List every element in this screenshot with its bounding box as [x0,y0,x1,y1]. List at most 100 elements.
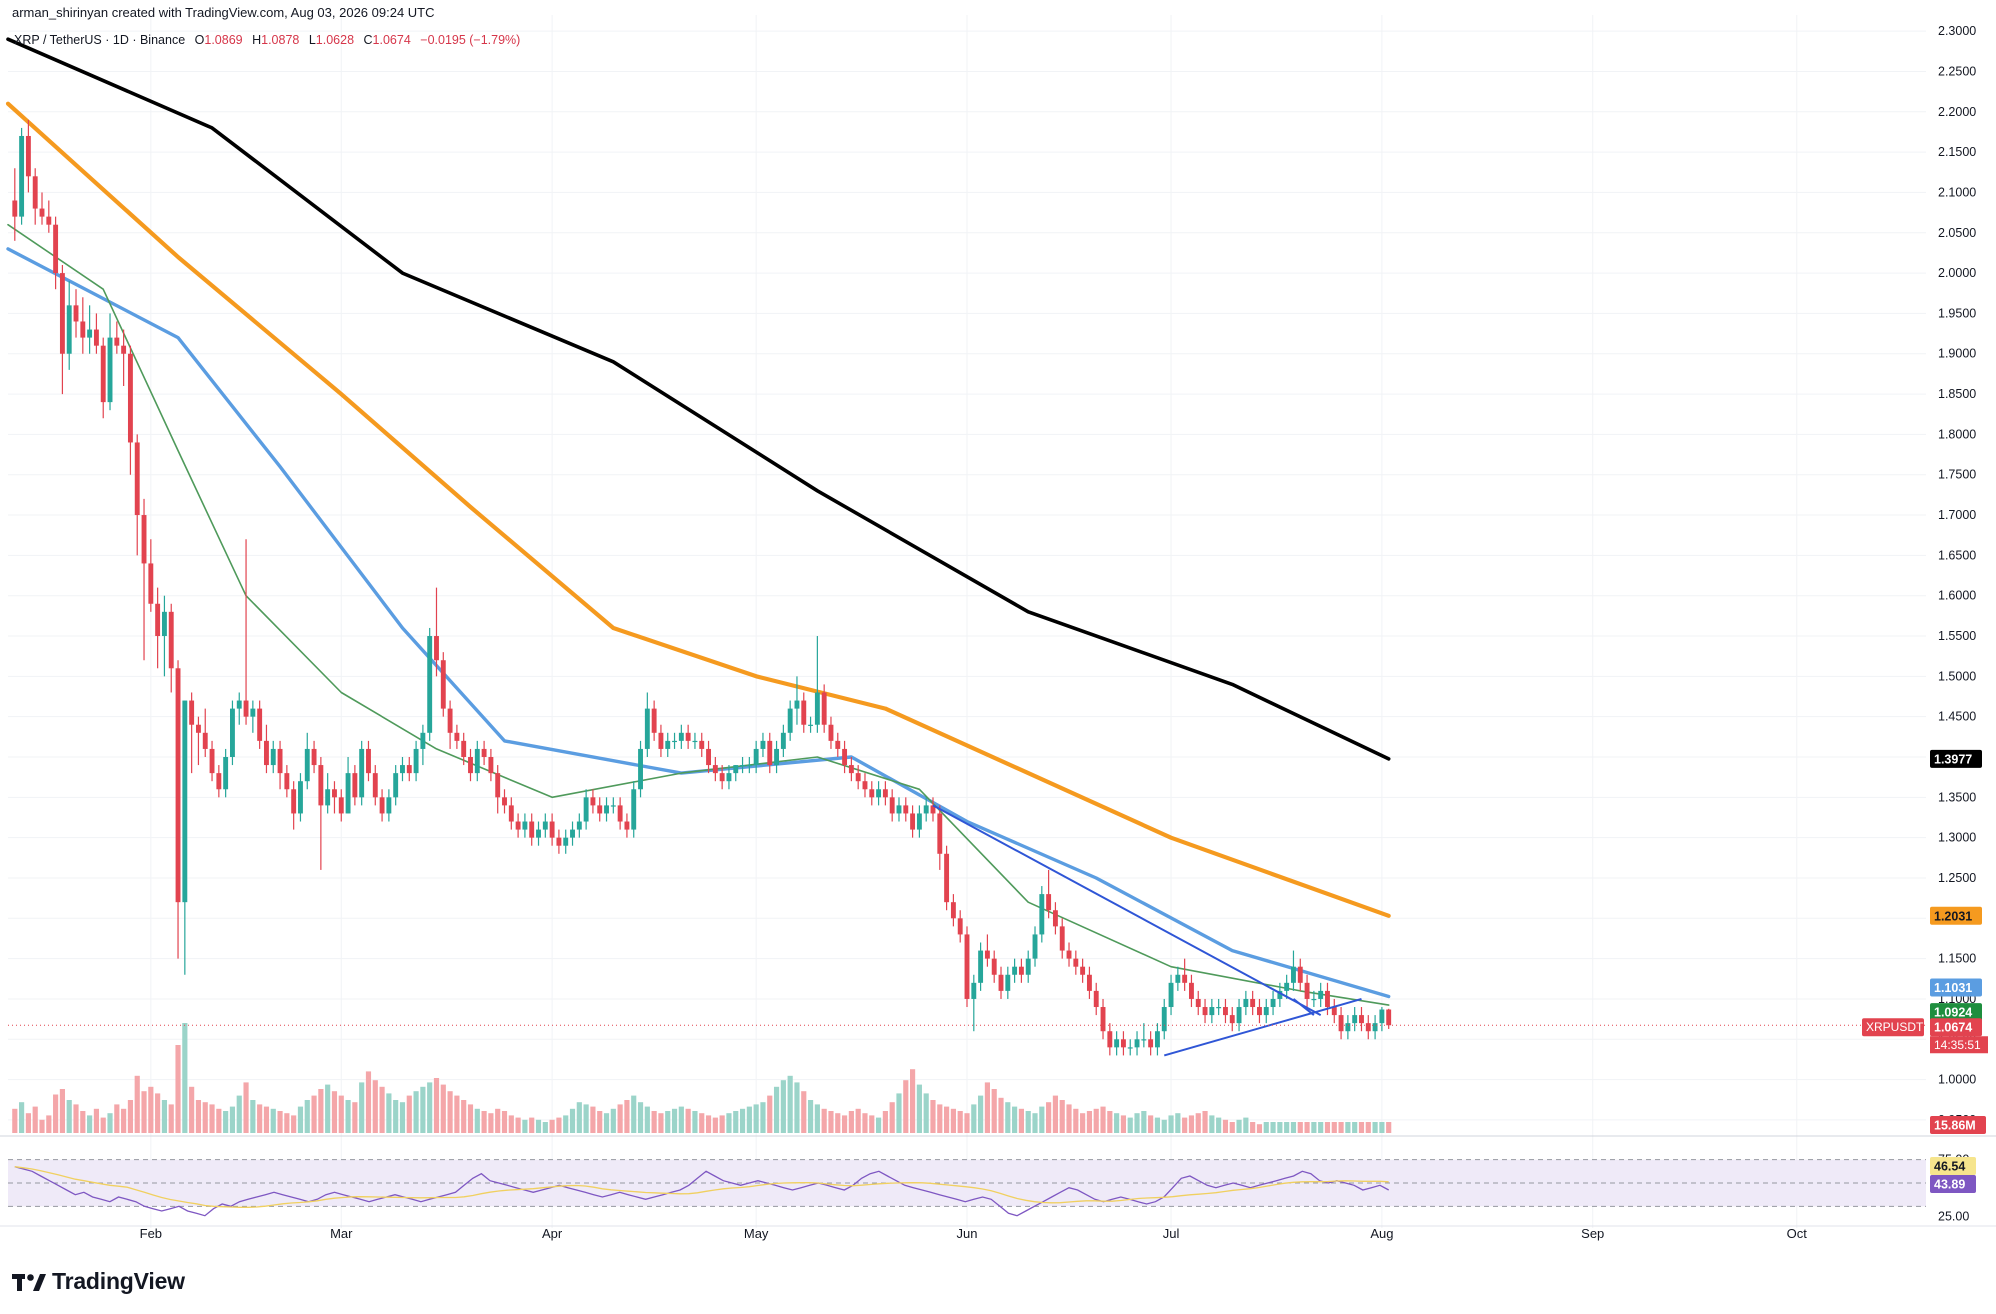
candle-body [522,821,528,830]
volume-bar [127,1100,134,1133]
tradingview-logo[interactable]: TradingView [12,1268,185,1295]
candle-body [740,765,746,767]
volume-bar [365,1071,372,1133]
candle-body [848,765,854,774]
volume-bar [814,1104,820,1133]
candle-body [1297,966,1303,983]
candle-body [1202,1007,1208,1016]
candle-body [488,757,494,774]
candle-body [434,636,439,661]
volume-bar [773,1086,780,1133]
candle-body [32,176,38,209]
candle-body [971,982,977,999]
symbol-title[interactable]: XRP / TetherUS · 1D · Binance [14,33,186,47]
price-tick-label: 1.0000 [1938,1073,1976,1087]
candle-body [12,200,18,217]
candle-body [862,781,868,790]
volume-bar [372,1080,378,1133]
volume-bar [379,1086,385,1133]
moving-average-line [5,101,1391,918]
volume-bar [678,1106,684,1133]
candle-body [529,821,535,838]
volume-bar [869,1115,875,1133]
price-label: 1.2031 [1934,909,1972,923]
candle-body [80,321,86,338]
price-label: 1.0924 [1934,1006,1972,1020]
volume-bar [631,1095,637,1133]
candle-body [223,757,229,790]
volume-bar [386,1093,392,1133]
volume-bar [168,1104,174,1133]
trendlines [8,804,1926,1057]
volume-bar [542,1122,548,1133]
volume-bar [508,1115,514,1133]
volume-bar [535,1119,542,1133]
volume-bar [338,1095,344,1133]
candle-body [59,273,65,354]
candle-body [570,829,575,838]
volume-bar [209,1104,215,1133]
low-label: L [308,33,316,47]
price-tick-label: 1.4500 [1938,710,1976,724]
time-tick-label: Jun [957,1226,978,1241]
candle-body [127,353,133,443]
candle-body [930,805,936,814]
candle-body [298,781,303,814]
volume-bar [1270,1122,1276,1133]
volume-bar [563,1115,569,1133]
price-label: 1.0674 [1934,1021,1972,1035]
candle-body [107,337,113,403]
candle-body [821,692,827,725]
candle-body [284,773,290,790]
price-tick-label: 1.5500 [1938,629,1976,643]
candle-body [1059,926,1065,951]
volume-bar [705,1115,712,1133]
candle-body [332,789,337,798]
volume-bar [318,1089,324,1133]
time-axis[interactable]: Feb Mar Apr May Jun Jul Aug Sep Oct [140,1226,1808,1241]
candle-body [869,789,875,798]
candle-body [1073,958,1079,967]
candle-body [631,789,637,830]
price-axis[interactable]: 2.3000 2.2500 2.2000 2.1500 2.1000 2.0500 2.00… [1938,24,1976,1223]
volume-bar [1318,1122,1324,1133]
candle-body [474,748,480,774]
volume-bar [1250,1122,1256,1133]
close-value: 1.0674 [372,33,411,47]
candle-body [420,732,426,749]
volume-bar [1127,1117,1133,1133]
candle-body [1107,1031,1113,1048]
volume-bar [202,1102,208,1133]
volume-bar [1039,1106,1045,1133]
volume-bar [841,1115,848,1133]
candle-body [1046,894,1052,911]
candle-body [1005,974,1011,991]
volume-bar [304,1100,310,1133]
volume-bar [712,1117,718,1133]
volume-bar [665,1111,671,1133]
volume-bar [950,1108,956,1133]
volume-bar [923,1093,929,1133]
volume-bar [148,1086,154,1133]
candle-body [882,789,888,798]
candle-body [794,700,800,709]
volume-bar [1114,1113,1120,1133]
volume-bar [1229,1122,1235,1133]
volume-bar [1277,1122,1283,1133]
price-tick-label: 1.5000 [1938,669,1976,683]
candle-body [780,732,786,749]
candle-body [923,805,929,814]
candle-body [808,724,814,726]
candle-body [264,740,269,766]
trendline [932,804,1322,1016]
candle-body [787,708,793,733]
volume-bar [467,1104,474,1133]
volume-bar [964,1113,970,1133]
candle-body [556,837,562,846]
candle-body [1216,1007,1222,1009]
candle-body [406,765,412,774]
candle-body [876,789,882,798]
volume-bar [291,1115,297,1133]
volume-bar [25,1113,31,1133]
